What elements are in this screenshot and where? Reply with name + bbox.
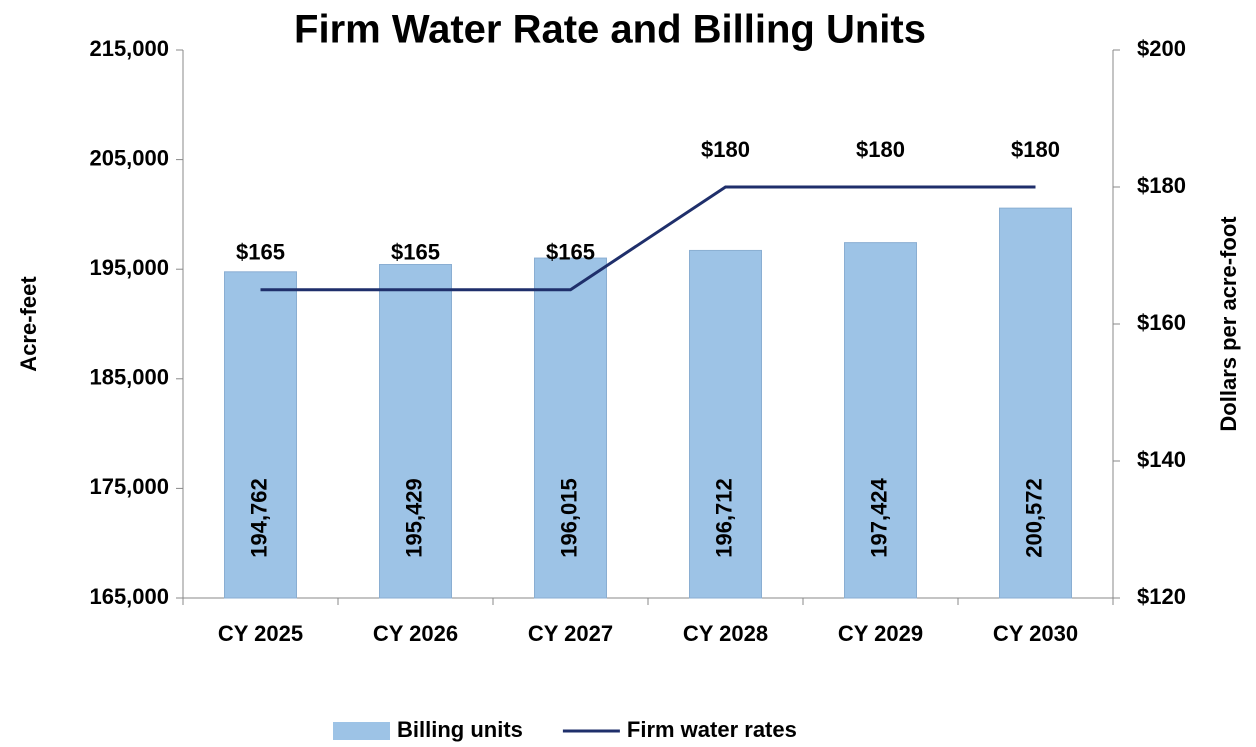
y2-tick-label: $200 [1137, 36, 1186, 61]
line-value-label: $165 [391, 240, 440, 265]
bar-value-label: 200,572 [1021, 478, 1046, 558]
line [260, 185, 1036, 292]
y-axis-title: Acre-feet [16, 276, 41, 372]
line-value-label: $165 [236, 240, 285, 265]
bar-value-label: 197,424 [866, 477, 891, 557]
bar-value-label: 194,762 [246, 478, 271, 558]
y-tick-label: 195,000 [89, 255, 169, 280]
y2-tick-label: $160 [1137, 310, 1186, 335]
x-tick-label: CY 2028 [683, 621, 768, 646]
bar [379, 263, 452, 599]
y2-tick-label: $180 [1137, 173, 1186, 198]
line-value-label: $165 [546, 240, 595, 265]
line-value-label: $180 [701, 137, 750, 162]
bar [224, 271, 297, 599]
x-tick-label: CY 2027 [528, 621, 613, 646]
bar [844, 242, 917, 599]
chart-title: Firm Water Rate and Billing Units [294, 8, 926, 52]
y-tick-label: 205,000 [89, 145, 169, 170]
bar [999, 207, 1072, 599]
line-value-label: $180 [1011, 137, 1060, 162]
x-tick-label: CY 2025 [218, 621, 303, 646]
bar-value-label: 196,712 [711, 478, 736, 558]
y2-tick-label: $140 [1137, 447, 1186, 472]
x-tick-label: CY 2030 [993, 621, 1078, 646]
y-tick-label: 215,000 [89, 36, 169, 61]
y2-axis-title: Dollars per acre-foot [1216, 216, 1241, 432]
y-tick-label: 175,000 [89, 474, 169, 499]
bar-value-label: 196,015 [556, 478, 581, 558]
legend-swatch [333, 722, 390, 740]
bar-value-label: 195,429 [401, 478, 426, 558]
y2-tick-label: $120 [1137, 584, 1186, 609]
y-tick-label: 185,000 [89, 365, 169, 390]
x-tick-label: CY 2026 [373, 621, 458, 646]
x-tick-label: CY 2029 [838, 621, 923, 646]
bar [689, 249, 762, 599]
legend-label: Billing units [397, 717, 523, 742]
legend-label: Firm water rates [627, 717, 797, 742]
bar [534, 257, 607, 599]
line-value-label: $180 [856, 137, 905, 162]
y-tick-label: 165,000 [89, 584, 169, 609]
